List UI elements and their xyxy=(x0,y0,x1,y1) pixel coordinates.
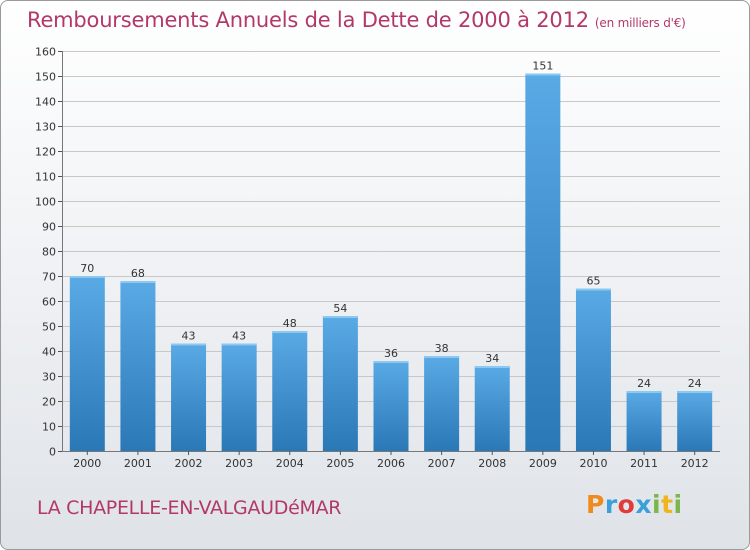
x-tick-label: 2012 xyxy=(681,457,709,470)
bar-value-label: 48 xyxy=(283,317,297,330)
bar-top-edge xyxy=(120,281,156,283)
bar xyxy=(373,361,409,451)
x-tick-label: 2008 xyxy=(478,457,506,470)
proxiti-logo: Proxiti xyxy=(586,490,683,519)
bar xyxy=(575,288,611,451)
bar xyxy=(626,391,662,451)
bar xyxy=(69,276,105,451)
bar-top-edge xyxy=(424,356,460,358)
bar-value-label: 43 xyxy=(232,330,246,343)
bar xyxy=(171,343,207,451)
y-tick-label: 20 xyxy=(42,396,56,409)
y-tick-label: 0 xyxy=(49,446,56,459)
commune-name: LA CHAPELLE-EN-VALGAUDéMAR xyxy=(37,497,342,519)
x-tick-label: 2001 xyxy=(124,457,152,470)
y-tick-label: 90 xyxy=(42,221,56,234)
y-tick-label: 10 xyxy=(42,421,56,434)
bar-top-edge xyxy=(525,73,561,76)
bar-top-edge xyxy=(575,288,611,291)
x-tick-label: 2009 xyxy=(529,457,557,470)
logo-letter: P xyxy=(586,490,605,519)
x-tick-label: 2003 xyxy=(225,457,253,470)
chart-title: Remboursements Annuels de la Dette de 20… xyxy=(27,8,686,32)
x-tick-label: 2002 xyxy=(175,457,203,470)
y-tick-label: 40 xyxy=(42,346,56,359)
bar-value-label: 24 xyxy=(637,377,651,390)
bar-top-edge xyxy=(221,343,257,346)
bar-top-edge xyxy=(322,316,358,318)
chart-subtitle: (en milliers d'€) xyxy=(594,16,686,30)
x-tick-label: 2004 xyxy=(276,457,304,470)
bar-top-edge xyxy=(272,331,308,333)
bar-value-label: 24 xyxy=(688,377,702,390)
logo-letter: r xyxy=(604,490,618,519)
y-tick-label: 70 xyxy=(42,271,56,284)
bar xyxy=(120,281,156,451)
bar-value-label: 43 xyxy=(182,330,196,343)
bar xyxy=(221,343,257,451)
y-tick-label: 120 xyxy=(35,146,56,159)
bar xyxy=(424,356,460,451)
logo-letter: i xyxy=(673,490,683,519)
y-tick-label: 130 xyxy=(35,121,56,134)
y-tick-label: 80 xyxy=(42,246,56,259)
bar-top-edge xyxy=(677,391,713,393)
bar xyxy=(474,366,510,451)
bar xyxy=(322,316,358,451)
x-tick-label: 2010 xyxy=(579,457,607,470)
logo-letter: o xyxy=(617,490,636,519)
bar-value-label: 68 xyxy=(131,267,145,280)
bar-top-edge xyxy=(171,343,207,346)
y-tick-label: 140 xyxy=(35,96,56,109)
x-tick-label: 2005 xyxy=(326,457,354,470)
bar-value-label: 65 xyxy=(586,275,600,288)
title-text: Remboursements Annuels de la Dette de 20… xyxy=(27,8,589,32)
bar-top-edge xyxy=(626,391,662,393)
logo-letter: t xyxy=(661,490,674,519)
bar-value-label: 36 xyxy=(384,347,398,360)
y-tick-label: 100 xyxy=(35,196,56,209)
logo-letter: i xyxy=(652,490,662,519)
y-tick-label: 110 xyxy=(35,171,56,184)
bar-top-edge xyxy=(373,361,409,363)
bar-value-label: 54 xyxy=(333,302,347,315)
bar-value-label: 34 xyxy=(485,352,499,365)
bar-value-label: 38 xyxy=(435,342,449,355)
bar-top-edge xyxy=(69,276,105,278)
bar-value-label: 70 xyxy=(80,262,94,275)
bar xyxy=(525,73,561,451)
bar-top-edge xyxy=(474,366,510,368)
bar xyxy=(272,331,308,451)
y-tick-label: 30 xyxy=(42,371,56,384)
y-tick-label: 160 xyxy=(35,46,56,59)
x-tick-label: 2006 xyxy=(377,457,405,470)
y-tick-label: 150 xyxy=(35,71,56,84)
x-tick-label: 2011 xyxy=(630,457,658,470)
x-tick-label: 2007 xyxy=(428,457,456,470)
y-tick-label: 60 xyxy=(42,296,56,309)
y-tick-label: 50 xyxy=(42,321,56,334)
x-tick-label: 2000 xyxy=(73,457,101,470)
logo-letter: x xyxy=(635,490,652,519)
bar xyxy=(677,391,713,451)
bar-value-label: 151 xyxy=(532,60,553,73)
